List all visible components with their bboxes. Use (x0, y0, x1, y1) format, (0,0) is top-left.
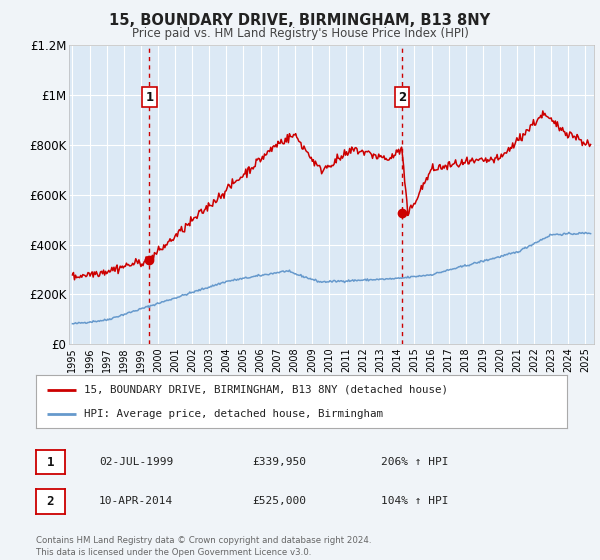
Text: 104% ↑ HPI: 104% ↑ HPI (381, 496, 449, 506)
Text: Contains HM Land Registry data © Crown copyright and database right 2024.
This d: Contains HM Land Registry data © Crown c… (36, 536, 371, 557)
Text: Price paid vs. HM Land Registry's House Price Index (HPI): Price paid vs. HM Land Registry's House … (131, 27, 469, 40)
Text: 1: 1 (145, 91, 154, 104)
Text: £339,950: £339,950 (252, 457, 306, 467)
Text: 02-JUL-1999: 02-JUL-1999 (99, 457, 173, 467)
Text: HPI: Average price, detached house, Birmingham: HPI: Average price, detached house, Birm… (84, 409, 383, 419)
Text: 2: 2 (47, 494, 54, 508)
Text: £525,000: £525,000 (252, 496, 306, 506)
Text: 1: 1 (47, 455, 54, 469)
Text: 15, BOUNDARY DRIVE, BIRMINGHAM, B13 8NY: 15, BOUNDARY DRIVE, BIRMINGHAM, B13 8NY (109, 13, 491, 28)
Text: 15, BOUNDARY DRIVE, BIRMINGHAM, B13 8NY (detached house): 15, BOUNDARY DRIVE, BIRMINGHAM, B13 8NY … (84, 385, 448, 395)
Text: 10-APR-2014: 10-APR-2014 (99, 496, 173, 506)
Text: 2: 2 (398, 91, 406, 104)
Text: 206% ↑ HPI: 206% ↑ HPI (381, 457, 449, 467)
